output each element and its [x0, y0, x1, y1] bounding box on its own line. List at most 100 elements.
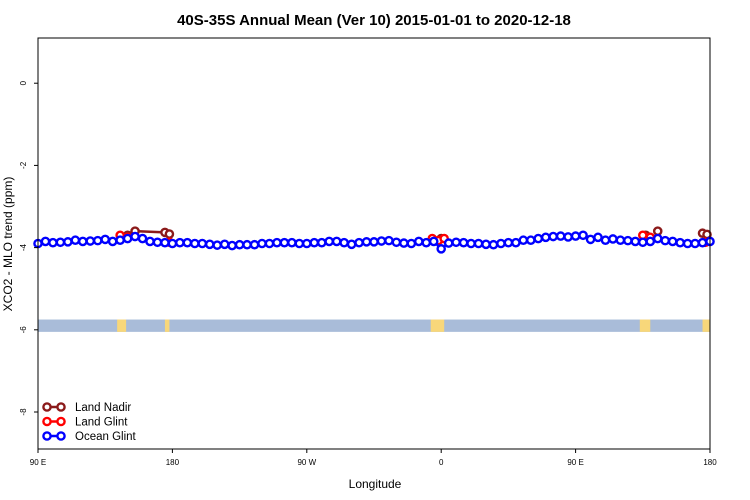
legend-label: Land Nadir	[75, 402, 131, 414]
data-point	[324, 236, 335, 247]
data-point	[481, 239, 491, 250]
data-point	[555, 231, 566, 241]
data-point	[354, 237, 364, 248]
data-point	[615, 235, 626, 246]
data-point	[189, 238, 200, 249]
data-point	[212, 240, 222, 250]
data-point	[436, 244, 447, 254]
y-axis-label: XCO2 - MLO trend (ppm)	[1, 177, 15, 312]
data-point	[488, 239, 499, 250]
data-point	[697, 237, 708, 248]
data-point	[70, 235, 81, 246]
data-point	[682, 238, 693, 249]
x-tick-label: 90 E	[30, 458, 46, 467]
data-point	[204, 239, 215, 250]
data-point	[287, 237, 297, 248]
data-point	[570, 231, 581, 241]
land-patch	[164, 319, 170, 332]
data-point	[309, 237, 320, 248]
data-point	[548, 231, 559, 242]
data-point	[563, 232, 573, 242]
data-point	[316, 237, 327, 248]
data-point	[100, 234, 110, 245]
data-point	[137, 233, 148, 244]
legend-marker	[56, 431, 66, 441]
data-point	[78, 236, 88, 247]
legend-marker	[42, 402, 52, 412]
land-ocean-band	[38, 319, 710, 332]
series-layer	[33, 226, 715, 254]
data-point	[167, 238, 178, 249]
data-point	[249, 239, 260, 250]
data-point	[346, 239, 357, 250]
data-point	[451, 237, 461, 248]
y-tick-label: 0	[19, 80, 28, 85]
data-point	[219, 239, 230, 250]
y-tick-label: -6	[19, 326, 28, 334]
data-point	[160, 237, 170, 248]
data-point	[413, 236, 424, 247]
data-point	[466, 238, 476, 249]
data-point	[645, 236, 656, 247]
data-point	[630, 236, 641, 247]
data-point	[526, 235, 536, 246]
data-point	[242, 239, 252, 250]
data-point	[638, 237, 648, 248]
data-point	[130, 231, 140, 242]
data-point	[600, 235, 611, 246]
data-point	[540, 232, 551, 243]
data-point	[376, 236, 387, 246]
data-point	[331, 236, 342, 247]
data-point	[55, 237, 66, 248]
plot-frame	[37, 37, 711, 450]
data-point	[443, 238, 454, 248]
legend-label: Ocean Glint	[75, 431, 137, 443]
data-point	[593, 232, 603, 243]
x-tick-label: 90 E	[567, 458, 583, 467]
land-patch	[430, 319, 445, 332]
data-point	[361, 237, 372, 247]
y-tick-label: -8	[19, 408, 28, 416]
data-point	[182, 237, 193, 248]
data-point	[40, 236, 51, 247]
data-point	[279, 237, 290, 248]
data-point	[458, 237, 469, 248]
data-point	[234, 239, 245, 250]
data-point	[122, 233, 133, 244]
ocean-band	[38, 319, 710, 332]
chart-title: 40S-35S Annual Mean (Ver 10) 2015-01-01 …	[177, 12, 571, 29]
series-ocean-glint	[33, 230, 715, 254]
data-point	[63, 237, 73, 247]
data-point	[421, 237, 432, 248]
land-patch	[639, 319, 651, 332]
data-point	[115, 235, 125, 246]
data-point	[197, 238, 208, 249]
data-point	[227, 240, 237, 251]
y-tick-label: -2	[19, 161, 28, 169]
data-point	[660, 235, 671, 246]
data-point	[473, 238, 484, 249]
data-point	[690, 238, 700, 249]
data-point	[652, 226, 663, 236]
data-point	[369, 237, 379, 247]
data-point	[264, 238, 275, 249]
data-point	[399, 238, 409, 248]
legend-marker	[56, 416, 66, 427]
data-point	[585, 234, 596, 245]
data-point	[406, 238, 417, 249]
data-point	[107, 236, 118, 247]
legend: Land Nadir Land Glint Ocean Glint	[42, 402, 137, 443]
legend-marker	[56, 402, 66, 412]
legend-marker	[42, 431, 52, 441]
data-point	[85, 236, 96, 246]
data-point	[92, 235, 103, 246]
land-patch	[117, 319, 127, 332]
data-point	[164, 229, 175, 239]
data-point	[384, 235, 394, 246]
data-point	[518, 235, 529, 246]
x-axis-label: Longitude	[349, 477, 402, 491]
data-point	[339, 237, 349, 248]
legend-marker	[42, 416, 52, 427]
data-point	[675, 237, 685, 248]
